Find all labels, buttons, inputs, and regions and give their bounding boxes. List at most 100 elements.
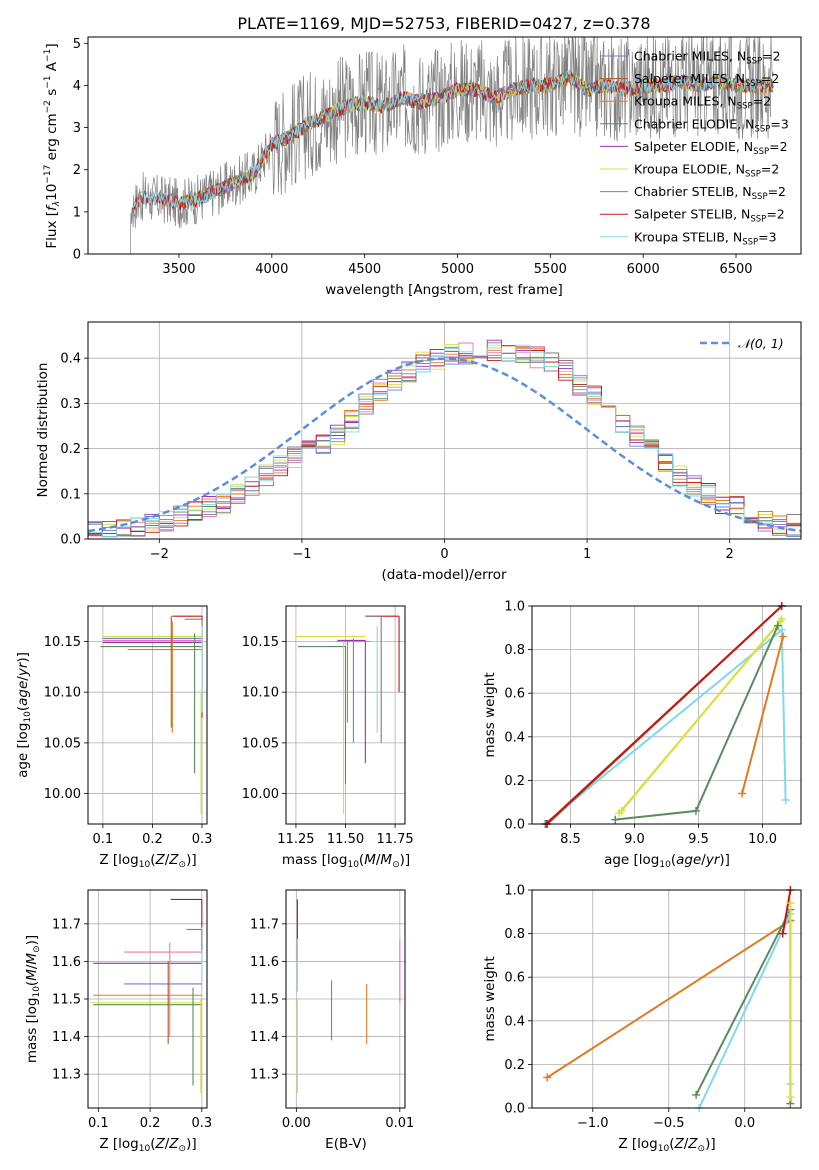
legend-subscript: SSP bbox=[737, 102, 753, 112]
legend-subscript: SSP bbox=[745, 79, 761, 89]
weight-vs-age-xlabel: age [log10(age/yr)] bbox=[604, 852, 730, 870]
x-tick-label: 2 bbox=[726, 547, 734, 562]
x-tick-label: 3500 bbox=[162, 262, 195, 277]
x-tick-label: 0.01 bbox=[385, 1116, 414, 1131]
weight-series-6 bbox=[545, 605, 783, 825]
legend-label-value: =2 bbox=[761, 162, 779, 177]
legend-label-value: =3 bbox=[758, 229, 776, 244]
y-tick-label: 0.8 bbox=[504, 927, 525, 942]
x-tick-label: 1 bbox=[583, 547, 591, 562]
weight-vs-z-xlabel: Z [log10(Z/Z⊙)] bbox=[618, 1136, 715, 1154]
legend-label-value: =2 bbox=[766, 207, 784, 222]
weight-vs-z-ylabel: mass weight bbox=[482, 956, 498, 1041]
legend-subscript: SSP bbox=[754, 124, 770, 134]
weight-vs-z-ticks: −1.0 −0.5 0.0 0.0 0.2 0.4 0.6 0.8 1.0 bbox=[504, 884, 755, 1132]
legend-label-value: =2 bbox=[768, 184, 786, 199]
age-vs-z-xlabel: Z [log10(Z/Z⊙)] bbox=[99, 852, 196, 870]
y-tick-label: 10.05 bbox=[242, 736, 279, 751]
normal-curve bbox=[87, 357, 802, 533]
age-vs-z-ticks: 0.1 0.2 0.3 10.00 10.05 10.10 10.15 bbox=[44, 635, 213, 847]
y-tick-label: 3 bbox=[73, 121, 81, 136]
age-vs-mass-plot-area bbox=[286, 606, 405, 824]
y-tick-label: 1.0 bbox=[504, 600, 525, 615]
y-tick-label: 0.8 bbox=[504, 643, 525, 658]
legend-label-salpeter_stelib: Salpeter STELIB, NSSP=2 bbox=[634, 207, 785, 225]
y-tick-label: 0.0 bbox=[60, 533, 81, 548]
x-tick-label: 4500 bbox=[348, 262, 381, 277]
weight-vs-z-panel: −1.0 −0.5 0.0 0.0 0.2 0.4 0.6 0.8 1.0 Z [log10(Z… bbox=[482, 884, 802, 1154]
spectrum-title: PLATE=1169, MJD=52753, FIBERID=0427, z=0… bbox=[237, 14, 650, 33]
weight-series-3 bbox=[618, 620, 782, 814]
age-vs-mass-panel: 11.25 11.50 11.75 10.00 10.05 10.10 10.15 mass… bbox=[242, 605, 414, 870]
x-tick-label: −1 bbox=[292, 547, 311, 562]
x-tick-label: 9.0 bbox=[624, 832, 645, 847]
y-tick-label: 11.4 bbox=[52, 1030, 81, 1045]
y-tick-label: 0.4 bbox=[504, 1014, 525, 1029]
y-tick-label: 10.15 bbox=[44, 635, 81, 650]
mass-vs-z-plot-area bbox=[88, 890, 207, 1108]
legend-subscript: SSP bbox=[750, 215, 766, 225]
weight-series-1 bbox=[695, 909, 792, 1104]
age-vs-z-ylabel: age [log10(age/yr)] bbox=[15, 652, 33, 778]
x-tick-label: 8.5 bbox=[560, 832, 581, 847]
residuals-panel: −2 −1 0 1 2 0.0 0.1 0.2 0.3 0.4 (data-model)/erro… bbox=[35, 321, 802, 583]
weight-series-3 bbox=[781, 889, 792, 934]
y-tick-label: 0.6 bbox=[504, 971, 525, 986]
x-tick-label: 9.5 bbox=[688, 832, 709, 847]
observed-spectrum-line bbox=[124, 37, 774, 254]
x-tick-label: 6500 bbox=[719, 262, 752, 277]
x-tick-label: 11.25 bbox=[277, 832, 314, 847]
x-tick-label: −2 bbox=[150, 547, 169, 562]
residuals-ylabel: Normed distribution bbox=[35, 363, 51, 498]
legend-label-chabrier_miles: Chabrier MILES, NSSP=2 bbox=[634, 49, 781, 67]
mass-vs-z-ticks: 0.1 0.2 0.3 11.3 11.4 11.5 11.6 11.7 bbox=[52, 917, 212, 1131]
legend-label-salpeter_miles: Salpeter MILES, NSSP=2 bbox=[634, 71, 779, 89]
legend-label-chabrier_elodie: Chabrier ELODIE, NSSP=3 bbox=[634, 116, 789, 134]
y-tick-label: 11.7 bbox=[250, 917, 279, 932]
y-tick-label: 11.6 bbox=[52, 955, 81, 970]
legend-label-salpeter_elodie: Salpeter ELODIE, NSSP=2 bbox=[634, 139, 788, 157]
x-tick-label: 0 bbox=[440, 547, 448, 562]
residuals-plot-area bbox=[87, 322, 802, 540]
model-spectrum-salpeter_stelib bbox=[132, 72, 774, 211]
spectrum-ticks: 3500 4000 4500 5000 5500 6000 6500 0 1 2 3 4 5 bbox=[73, 37, 753, 277]
age-vs-z-panel: 0.1 0.2 0.3 10.00 10.05 10.10 10.15 Z [log10(Z… bbox=[15, 605, 213, 870]
x-tick-label: 0.00 bbox=[282, 1116, 311, 1131]
spectrum-frame bbox=[87, 36, 802, 255]
y-tick-label: 10.00 bbox=[242, 787, 279, 802]
x-tick-label: 5500 bbox=[534, 262, 567, 277]
x-tick-label: 0.2 bbox=[140, 1116, 161, 1131]
y-tick-label: 0 bbox=[73, 248, 81, 263]
mass-vs-ebv-plot-area bbox=[286, 890, 405, 1108]
histogram-chabrier_miles bbox=[88, 354, 801, 537]
y-tick-label: 11.4 bbox=[250, 1030, 279, 1045]
x-tick-label: 11.50 bbox=[327, 832, 364, 847]
y-tick-label: 11.5 bbox=[52, 993, 81, 1008]
mass-vs-z-xlabel: Z [log10(Z/Z⊙)] bbox=[99, 1136, 196, 1154]
y-tick-label: 0.6 bbox=[504, 687, 525, 702]
mass-vs-ebv-ticks: 0.00 0.01 11.3 11.4 11.5 11.6 11.7 bbox=[250, 917, 414, 1131]
y-tick-label: 11.3 bbox=[250, 1068, 279, 1083]
y-tick-label: 10.15 bbox=[242, 635, 279, 650]
legend-subscript: SSP bbox=[745, 170, 761, 180]
y-tick-label: 10.05 bbox=[44, 736, 81, 751]
age-vs-mass-ticks: 11.25 11.50 11.75 10.00 10.05 10.10 10.15 bbox=[242, 635, 414, 847]
legend-label-value: =2 bbox=[753, 94, 771, 109]
x-tick-label: 5000 bbox=[441, 262, 474, 277]
y-tick-label: 0.4 bbox=[60, 352, 81, 367]
y-tick-label: 0.3 bbox=[60, 397, 81, 412]
x-tick-label: −1.0 bbox=[577, 1116, 609, 1131]
x-tick-label: 0.1 bbox=[93, 832, 114, 847]
residuals-xlabel: (data-model)/error bbox=[381, 567, 507, 583]
weight-series-5 bbox=[741, 636, 785, 794]
x-tick-label: 10.0 bbox=[748, 832, 777, 847]
x-tick-label: −0.5 bbox=[653, 1116, 685, 1131]
legend-label-value: =2 bbox=[762, 49, 780, 64]
y-tick-label: 0.1 bbox=[60, 487, 81, 502]
weight-series-0 bbox=[546, 919, 791, 1079]
y-tick-label: 0.2 bbox=[60, 442, 81, 457]
spectrum-xlabel: wavelength [Angstrom, rest frame] bbox=[325, 282, 563, 298]
y-tick-label: 0.2 bbox=[504, 1058, 525, 1073]
legend-label-value: =2 bbox=[769, 139, 787, 154]
